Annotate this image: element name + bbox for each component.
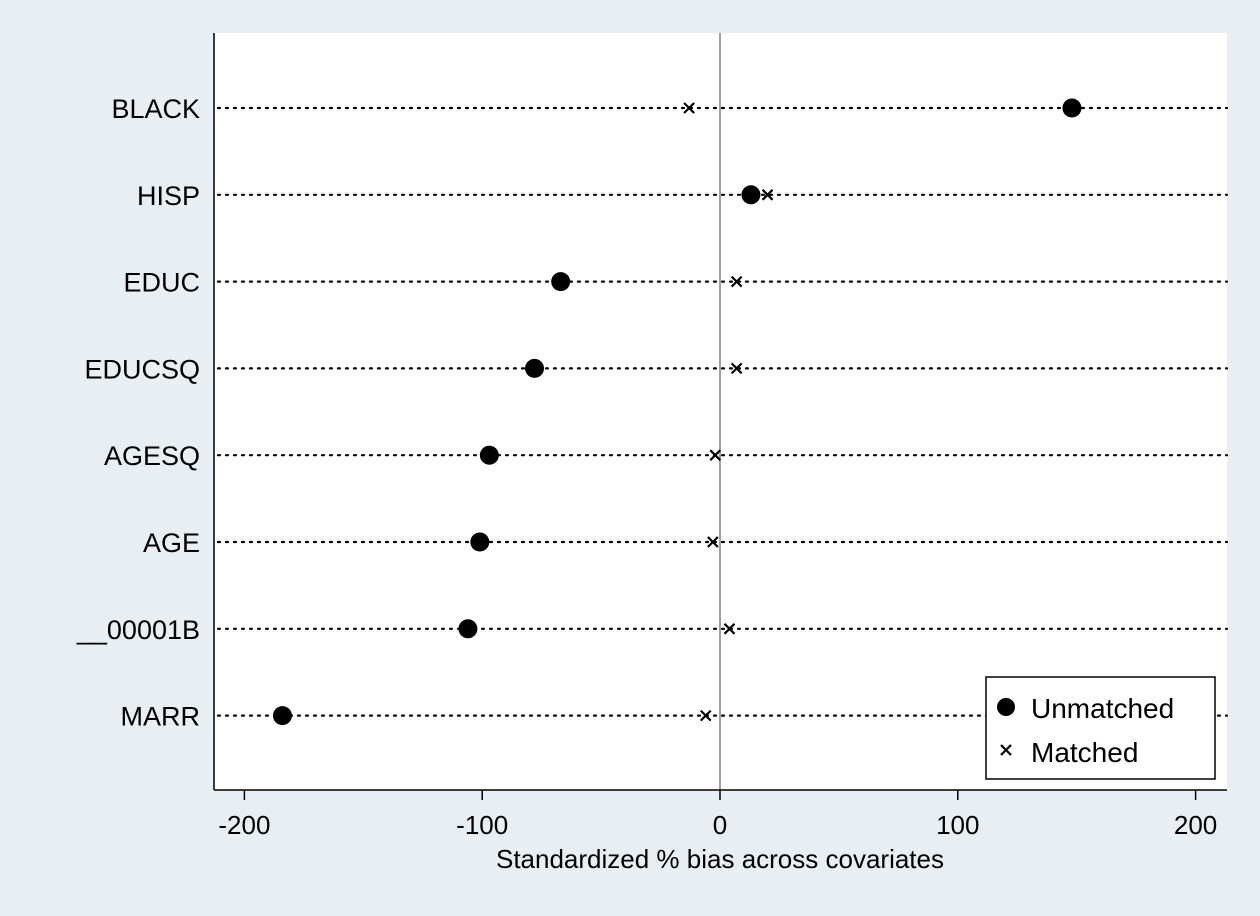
y-tick-label: __00001B (76, 615, 200, 645)
legend-matched-marker-icon (1000, 744, 1012, 756)
y-tick-label: BLACK (111, 94, 200, 124)
unmatched-point (1062, 98, 1082, 118)
matched-point (707, 536, 719, 548)
unmatched-point (525, 358, 545, 378)
unmatched-point (741, 185, 761, 205)
matched-point (730, 275, 743, 288)
y-tick-label: EDUC (123, 268, 200, 298)
x-tick-label: 0 (713, 810, 727, 840)
gridlines (216, 106, 1229, 717)
y-tick-label: MARR (121, 702, 201, 732)
x-tick-label: 200 (1174, 810, 1217, 840)
matched-point (683, 102, 695, 114)
unmatched-point (272, 706, 292, 726)
y-tick-label: AGE (143, 528, 200, 558)
x-tick-label: -200 (218, 810, 270, 840)
matched-point (730, 362, 743, 375)
unmatched-point (551, 272, 571, 292)
legend-matched-label: Matched (1031, 737, 1138, 768)
x-tick-label: -100 (456, 810, 508, 840)
data-markers (272, 98, 1082, 726)
unmatched-point (479, 445, 499, 465)
matched-point (723, 623, 736, 635)
y-tick-label: EDUCSQ (84, 354, 200, 384)
y-tick-label: AGESQ (104, 441, 200, 471)
matched-point (709, 449, 722, 461)
x-ticks: -200 -100 0 100 200 (218, 790, 1217, 840)
legend-unmatched-label: Unmatched (1031, 693, 1174, 724)
legend-unmatched-marker-icon (997, 698, 1015, 716)
unmatched-point (458, 619, 478, 639)
matched-point (761, 189, 774, 201)
legend-box (985, 676, 1216, 780)
matched-point (699, 709, 712, 722)
unmatched-point (470, 532, 490, 552)
x-axis-title: Standardized % bias across covariates (496, 844, 944, 874)
x-tick-label: 100 (936, 810, 979, 840)
y-tick-label: HISP (137, 181, 200, 211)
y-tick-labels: BLACK HISP EDUC EDUCSQ AGESQ AGE __00001B MARR (76, 94, 200, 732)
legend: Unmatched Matched (985, 676, 1216, 780)
